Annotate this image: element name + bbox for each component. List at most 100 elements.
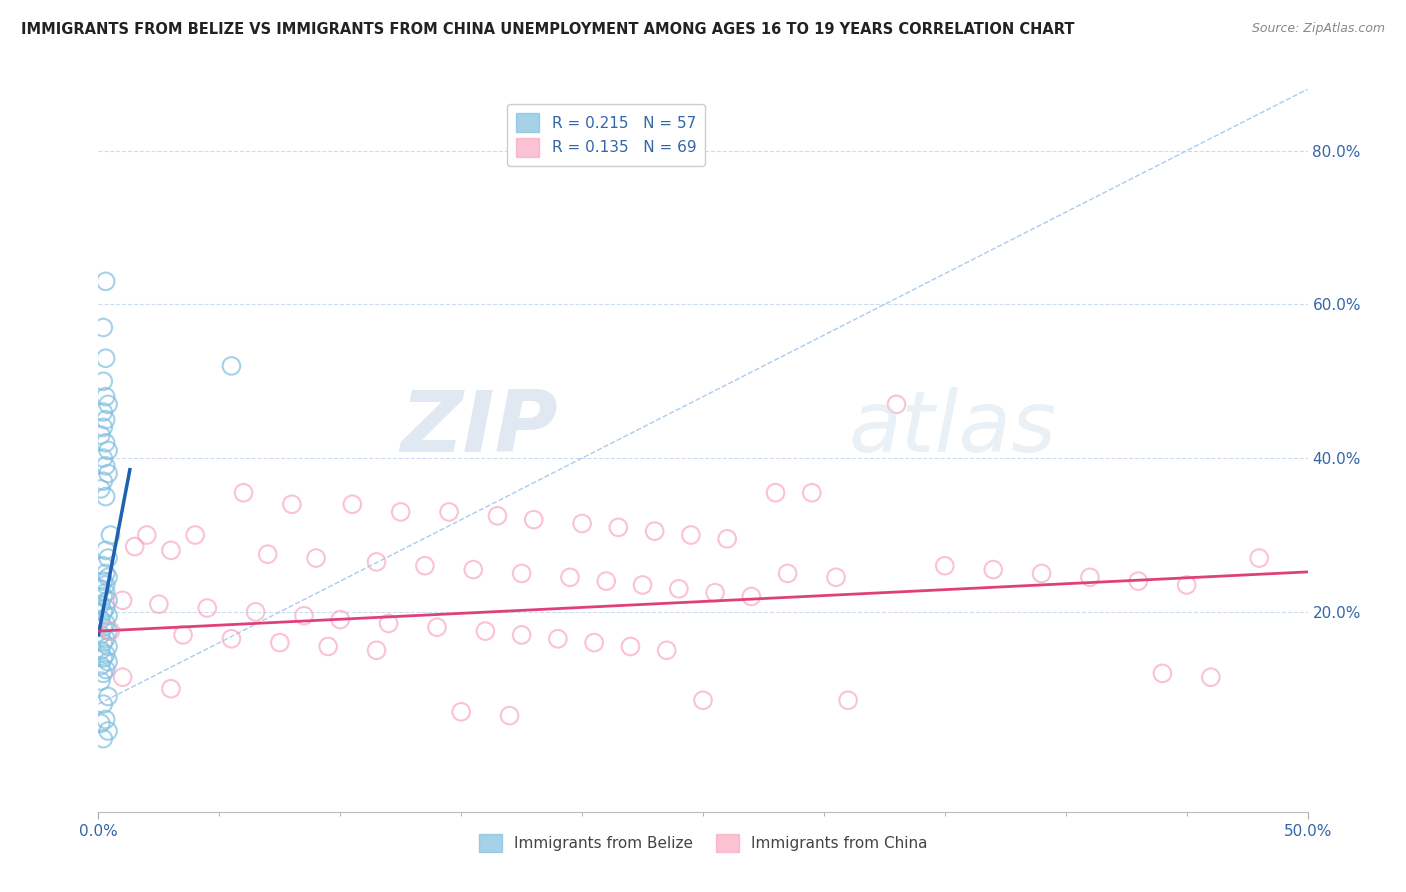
Point (97, 467, 120, 481)
Point (97, 443, 120, 458)
Point (583, 635, 606, 649)
Point (94, 663, 117, 677)
Point (94, 543, 117, 558)
Point (97, 624, 120, 639)
Point (366, 555, 388, 569)
Point (90, 643, 112, 657)
Point (97, 551, 120, 566)
Point (91, 320, 114, 334)
Point (981, 563, 1004, 577)
Point (269, 635, 291, 649)
Point (97, 640, 120, 654)
Point (281, 497, 304, 511)
Point (510, 566, 533, 581)
Point (94, 490, 117, 504)
Point (486, 508, 509, 523)
Point (124, 540, 146, 554)
Point (91, 558, 114, 573)
Point (90, 428, 112, 442)
Point (91, 420, 114, 434)
Point (607, 520, 630, 534)
Point (94, 585, 117, 599)
Point (91, 574, 114, 588)
Point (91, 731, 114, 746)
Point (94, 713, 117, 727)
Text: atlas: atlas (848, 387, 1056, 470)
Point (366, 643, 388, 657)
Point (245, 605, 267, 619)
Point (97, 397, 120, 411)
Point (342, 497, 364, 511)
Point (644, 524, 666, 538)
Point (111, 670, 134, 684)
Point (305, 551, 328, 566)
Point (184, 528, 207, 542)
Point (631, 578, 654, 592)
Point (316, 640, 339, 654)
Point (655, 643, 678, 657)
Point (1152, 666, 1174, 681)
Point (172, 628, 194, 642)
Point (160, 681, 183, 696)
Point (135, 528, 157, 542)
Point (91, 374, 114, 388)
Point (463, 563, 485, 577)
Text: IMMIGRANTS FROM BELIZE VS IMMIGRANTS FROM CHINA UNEMPLOYMENT AMONG AGES 16 TO 19: IMMIGRANTS FROM BELIZE VS IMMIGRANTS FRO… (21, 22, 1074, 37)
Point (1128, 574, 1150, 588)
Point (94, 616, 117, 631)
Point (100, 624, 122, 639)
Point (160, 543, 183, 558)
Point (91, 635, 114, 649)
Text: Source: ZipAtlas.com: Source: ZipAtlas.com (1251, 22, 1385, 36)
Point (90, 658, 112, 673)
Point (704, 585, 727, 599)
Point (90, 628, 112, 642)
Point (825, 570, 848, 584)
Point (94, 274, 117, 288)
Point (94, 601, 117, 615)
Point (668, 582, 690, 596)
Point (498, 708, 520, 723)
Point (90, 613, 112, 627)
Point (1249, 551, 1271, 566)
Point (91, 451, 114, 466)
Point (94, 435, 117, 450)
Point (256, 547, 278, 561)
Point (837, 693, 859, 707)
Point (91, 605, 114, 619)
Point (221, 359, 243, 373)
Point (1175, 578, 1198, 592)
Point (90, 716, 112, 731)
Point (558, 570, 581, 584)
Point (91, 405, 114, 419)
Text: ZIP: ZIP (401, 387, 558, 470)
Point (91, 474, 114, 488)
Point (97, 690, 120, 704)
Point (97, 593, 120, 607)
Legend: Immigrants from Belize, Immigrants from China: Immigrants from Belize, Immigrants from … (472, 828, 934, 858)
Point (91, 590, 114, 604)
Point (413, 558, 436, 573)
Point (94, 413, 117, 427)
Point (377, 616, 399, 631)
Point (94, 647, 117, 661)
Point (1078, 570, 1101, 584)
Point (100, 528, 122, 542)
Point (148, 597, 170, 611)
Point (91, 651, 114, 665)
Point (90, 674, 112, 689)
Point (389, 505, 412, 519)
Point (692, 693, 714, 707)
Point (776, 566, 799, 581)
Point (571, 516, 593, 531)
Point (474, 624, 496, 639)
Point (886, 397, 908, 411)
Point (91, 620, 114, 634)
Point (934, 558, 956, 573)
Point (90, 597, 112, 611)
Point (619, 640, 641, 654)
Point (94, 632, 117, 646)
Point (800, 485, 823, 500)
Point (510, 628, 533, 642)
Point (94, 458, 117, 473)
